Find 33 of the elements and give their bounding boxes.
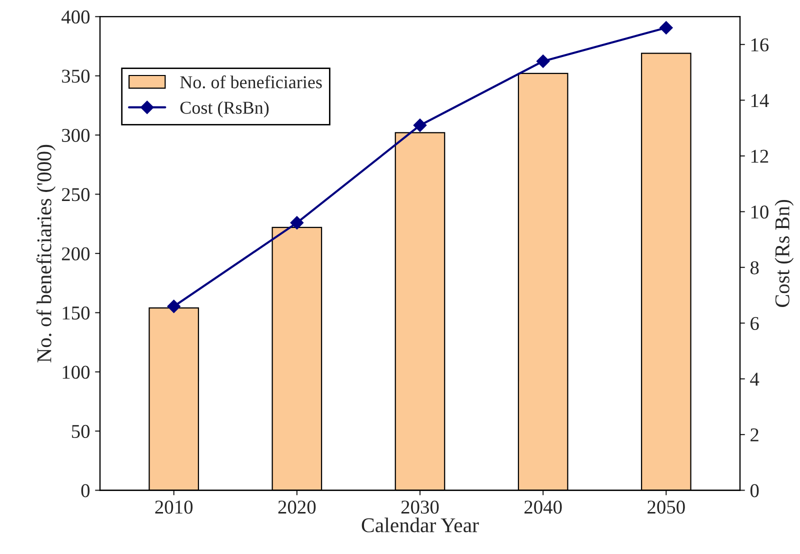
y-tick-label: 200	[62, 247, 90, 260]
y-tick-label: 350	[62, 70, 90, 83]
point	[413, 118, 427, 132]
point	[660, 21, 673, 34]
y2-tick-label: 6	[750, 316, 759, 330]
x-tick-label: 2030	[401, 500, 439, 514]
legend-label: No. of beneficiaries	[180, 75, 322, 88]
x-tick-label: 2010	[155, 500, 193, 514]
y2-tick-label: 10	[751, 205, 768, 219]
y-tick-label: 50	[72, 424, 90, 438]
y-axis-title: No. of beneficiaries ('000)	[36, 144, 56, 362]
point	[290, 216, 304, 230]
y-tick-label: 100	[62, 366, 90, 379]
x-tick-label: 2050	[648, 500, 685, 514]
y-tick-label: 0	[81, 484, 90, 498]
y-tick-label: 300	[62, 128, 90, 142]
y2-axis-title: Cost (Rs Bn)	[774, 200, 794, 308]
y-tick-label: 250	[62, 188, 90, 202]
point	[167, 300, 180, 313]
legend-label: Cost (RsBn)	[180, 101, 269, 118]
point	[536, 54, 550, 68]
y2-tick-label: 4	[750, 372, 760, 386]
y-tick-label: 400	[61, 10, 90, 24]
y2-tick-label: 0	[750, 484, 759, 498]
y2-tick-label: 2	[750, 428, 758, 442]
x-axis-title: Calendar Year	[362, 518, 479, 532]
y-tick-label: 150	[62, 306, 90, 320]
y2-tick-label: 12	[751, 150, 768, 163]
y2-tick-label: 16	[751, 38, 769, 52]
x-tick-label: 2040	[524, 500, 562, 514]
y2-tick-label: 14	[751, 94, 769, 107]
y2-tick-label: 8	[750, 261, 759, 274]
x-tick-label: 2020	[278, 500, 316, 514]
